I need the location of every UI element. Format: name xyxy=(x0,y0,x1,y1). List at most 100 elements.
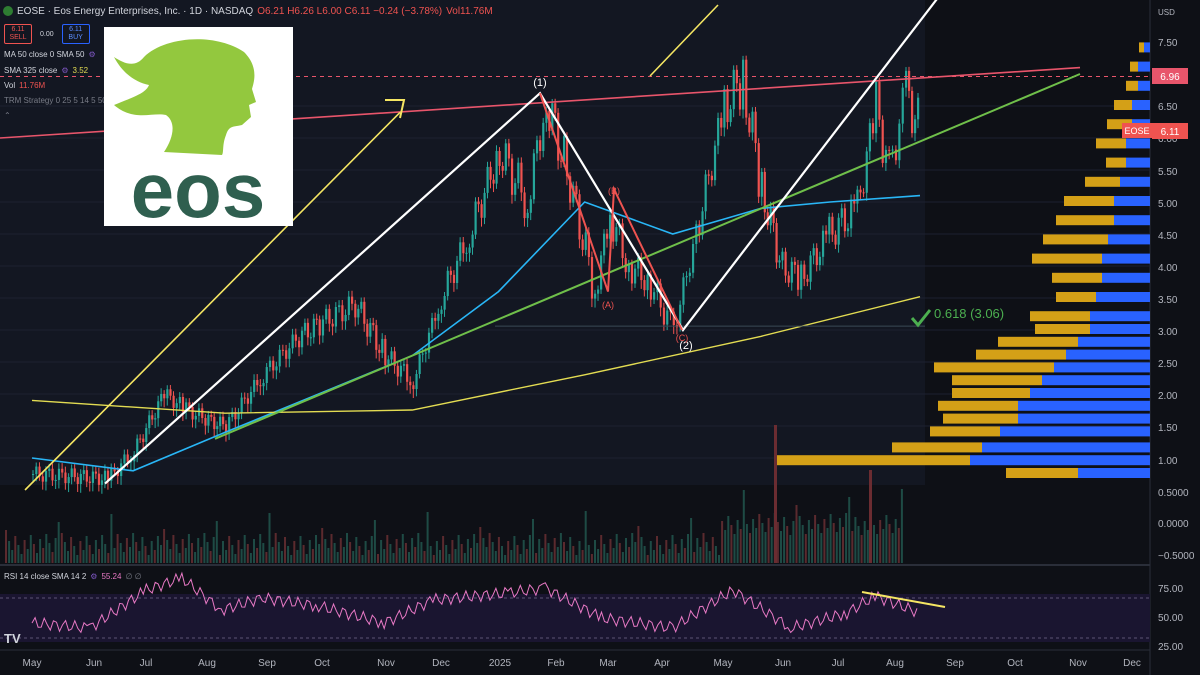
wave-2-label: (2) xyxy=(679,340,692,352)
candle-body xyxy=(369,322,372,337)
volume-bar xyxy=(621,552,624,563)
time-axis-label: Jun xyxy=(775,658,791,669)
candle-body xyxy=(498,150,501,166)
time-axis-label: Aug xyxy=(886,658,904,669)
candle-body xyxy=(565,136,569,177)
settings-icon[interactable]: ⚙ xyxy=(61,66,69,75)
volume-bar xyxy=(203,533,206,563)
volume-bar xyxy=(835,532,838,563)
settings-icon[interactable]: ⚙ xyxy=(88,50,96,59)
candle-body xyxy=(406,364,409,382)
price-axis-label: 6.00 xyxy=(1158,134,1178,145)
candle-body xyxy=(315,318,318,320)
volume-bar xyxy=(671,535,674,563)
volume-bar xyxy=(57,522,60,563)
sell-label: SELL xyxy=(9,34,27,41)
volume-bar xyxy=(153,550,156,563)
candle-body xyxy=(431,317,434,333)
candle-body xyxy=(291,334,294,349)
volume-bar xyxy=(45,534,48,563)
volume-bar xyxy=(125,538,128,563)
candle-body xyxy=(575,185,578,195)
candle-body xyxy=(891,149,894,151)
candle-body xyxy=(726,89,729,123)
chevron-up-icon: ⌃ xyxy=(4,111,11,120)
volume-bar xyxy=(550,552,553,563)
candle-body xyxy=(399,365,403,377)
volume-profile-blue xyxy=(1078,336,1150,347)
candle-body xyxy=(908,70,911,91)
volume-bar xyxy=(361,555,364,563)
volume-bar xyxy=(23,540,26,563)
indicator-ma50[interactable]: MA 50 close 0 SMA 50 ⚙ xyxy=(4,50,96,59)
candle-body xyxy=(894,149,898,161)
volume-bar xyxy=(70,537,73,563)
rsi-line xyxy=(31,571,918,634)
volume-bar xyxy=(191,543,193,563)
candle-body xyxy=(748,117,751,133)
volume-bar xyxy=(67,551,69,563)
candle-body xyxy=(653,292,656,300)
rsi-legend[interactable]: RSI 14 close SMA 14 2 ⚙ 55.24 ∅ ∅ xyxy=(4,572,142,581)
collapse-legend-button[interactable]: ⌃ xyxy=(4,111,11,120)
volume-profile-blue xyxy=(1030,388,1150,398)
tradingview-logo[interactable]: TV xyxy=(4,631,21,646)
volume-profile-gold xyxy=(952,388,1030,398)
volume-bar xyxy=(494,551,497,563)
candle-body xyxy=(757,143,760,197)
volume-bar xyxy=(693,552,696,563)
sell-button[interactable]: 6.11 SELL xyxy=(4,24,32,44)
indicator-trm[interactable]: TRM Strategy 0 25 5 14 5 50 20 5 xyxy=(4,96,125,105)
volume-bar xyxy=(389,544,392,563)
candle-body xyxy=(123,454,126,464)
volume-bar xyxy=(73,546,76,563)
volume-bar xyxy=(532,519,534,563)
candle-body xyxy=(191,406,194,420)
indicator-vol[interactable]: Vol 11.76M xyxy=(4,81,45,90)
volume-bar xyxy=(470,548,472,563)
volume-bar xyxy=(758,514,761,563)
volume-bar xyxy=(215,521,218,563)
symbol-title[interactable]: EOSE · Eos Energy Enterprises, Inc. · 1D… xyxy=(17,5,254,17)
volume-bar xyxy=(792,521,795,563)
candle-body xyxy=(633,268,637,284)
volume-profile-gold xyxy=(976,349,1066,360)
buy-button[interactable]: 6.11 BUY xyxy=(61,24,90,44)
volume-profile-blue xyxy=(1144,42,1150,53)
candle-body xyxy=(514,183,517,195)
volume-bar xyxy=(879,520,882,563)
volume-bar xyxy=(783,517,786,563)
volume-bar xyxy=(218,555,221,563)
indicator-sma325[interactable]: SMA 325 close ⚙ 3.52 xyxy=(4,66,88,75)
candle-body xyxy=(486,166,489,193)
settings-icon[interactable]: ⚙ xyxy=(90,572,98,581)
volume-bar xyxy=(197,538,200,563)
volume-bar xyxy=(333,543,336,563)
volume-bar xyxy=(711,537,714,563)
logo-wordmark: eos xyxy=(131,146,265,226)
sma325-value: 3.52 xyxy=(72,66,89,75)
candle-body xyxy=(526,212,529,219)
volume-bar xyxy=(94,540,97,563)
price-axis-label: 0.5000 xyxy=(1158,488,1189,499)
candle-body xyxy=(821,230,825,257)
wave-1-label: (1) xyxy=(533,77,546,89)
sma325-line xyxy=(31,296,921,414)
candle-body xyxy=(584,232,587,250)
volume-bar xyxy=(287,546,290,563)
candle-body xyxy=(459,242,462,261)
candle-body xyxy=(871,123,875,134)
volume-profile-blue xyxy=(1114,215,1150,226)
volume-bar xyxy=(175,544,178,563)
candle-body xyxy=(288,348,291,359)
price-axis-label: 1.00 xyxy=(1158,456,1178,467)
volume-bar xyxy=(401,534,404,563)
volume-bar xyxy=(606,553,609,563)
volume-profile-blue xyxy=(1102,272,1150,283)
candle-body xyxy=(471,234,474,248)
volume-bar xyxy=(88,545,91,563)
candle-body xyxy=(800,264,803,290)
volume-bar xyxy=(668,549,671,563)
volume-profile-gold xyxy=(1064,196,1114,206)
